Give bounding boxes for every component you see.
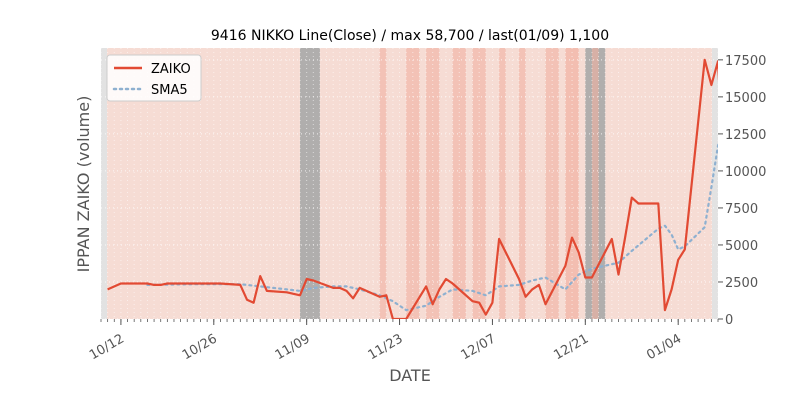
y-tick-label: 10000 bbox=[725, 165, 766, 180]
chart-title: 9416 NIKKO Line(Close) / max 58,700 / la… bbox=[211, 28, 609, 44]
y-tick-label: 12500 bbox=[725, 128, 766, 143]
legend-label-zaiko: ZAIKO bbox=[151, 62, 191, 77]
shaded-range bbox=[452, 48, 466, 319]
shaded-range bbox=[472, 48, 486, 319]
y-axis: 0 2500 5000 7500 10000 12500 15000 17500 bbox=[718, 54, 766, 328]
plot-edge-right bbox=[712, 48, 718, 319]
series-line-zaiko bbox=[107, 58, 718, 319]
series-line-sma5 bbox=[146, 142, 718, 312]
y-tick-label: 7500 bbox=[725, 202, 758, 217]
shaded-range bbox=[591, 48, 599, 319]
y-tick-label: 5000 bbox=[725, 239, 758, 254]
x-axis-title: DATE bbox=[389, 366, 431, 385]
series-lines bbox=[107, 58, 718, 319]
plot-edge-left bbox=[101, 48, 107, 319]
shaded-range bbox=[545, 48, 559, 319]
legend-label-sma5: SMA5 bbox=[151, 83, 188, 98]
y-tick-label: 17500 bbox=[725, 54, 766, 69]
shaded-range bbox=[426, 48, 440, 319]
shaded-range bbox=[406, 48, 420, 319]
y-tick-label: 2500 bbox=[725, 276, 758, 291]
shaded-ranges bbox=[300, 48, 606, 319]
legend-box bbox=[106, 54, 202, 102]
shaded-range bbox=[379, 48, 387, 319]
shaded-range bbox=[499, 48, 506, 319]
y-tick-label: 15000 bbox=[725, 91, 766, 106]
grid-lines bbox=[100, 48, 719, 320]
y-tick-label: 0 bbox=[725, 313, 733, 328]
legend: ZAIKO SMA5 bbox=[106, 54, 202, 102]
y-axis-title: IPPAN ZAIKO (volume) bbox=[74, 96, 93, 273]
shaded-range bbox=[518, 48, 526, 319]
shaded-range bbox=[300, 48, 320, 319]
